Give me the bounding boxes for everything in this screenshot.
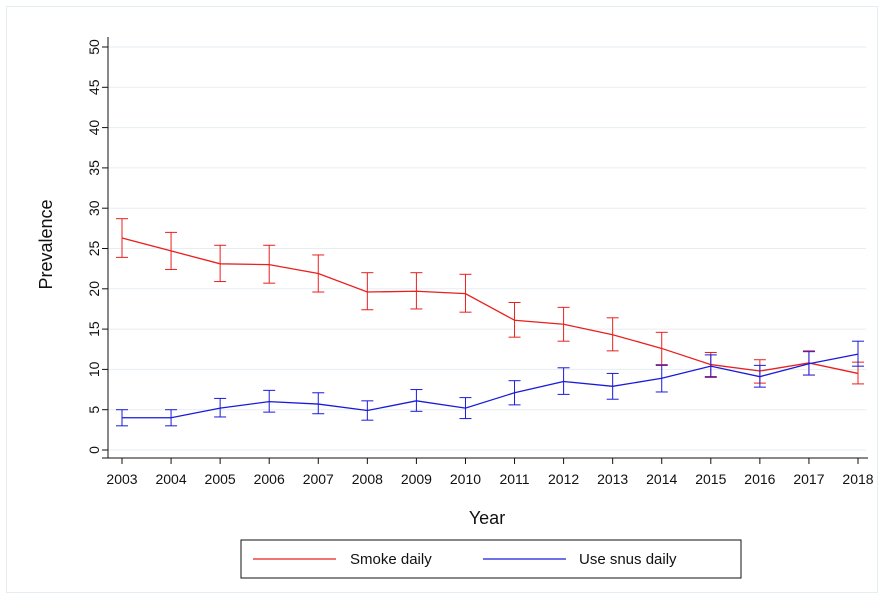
x-tick-label: 2003 — [106, 471, 137, 487]
x-tick-label: 2004 — [155, 471, 186, 487]
y-axis-title: Prevalence — [36, 199, 56, 289]
x-tick-label: 2006 — [254, 471, 285, 487]
grid-lines — [108, 46, 866, 451]
series-line — [121, 237, 859, 375]
series-line — [122, 353, 859, 419]
x-tick-label: 2015 — [695, 471, 726, 487]
y-tick-label: 10 — [86, 361, 102, 377]
x-tick-label: 2005 — [205, 471, 236, 487]
y-tick-label: 5 — [86, 406, 102, 414]
x-tick-label: 2010 — [450, 471, 481, 487]
x-tick-label: 2016 — [744, 471, 775, 487]
x-tick-label: 2013 — [597, 471, 628, 487]
x-tick-label: 2018 — [842, 471, 873, 487]
x-tick-label: 2008 — [352, 471, 383, 487]
x-tick-label: 2017 — [793, 471, 824, 487]
y-tick-label: 40 — [86, 120, 102, 136]
x-tick-label: 2009 — [401, 471, 432, 487]
x-tick-label: 2007 — [303, 471, 334, 487]
x-axis-title: Year — [469, 508, 505, 528]
y-tick-label: 0 — [86, 446, 102, 454]
legend: Smoke daily Use snus daily — [240, 539, 742, 579]
y-tick-label: 25 — [86, 241, 102, 257]
x-tick-label: 2012 — [548, 471, 579, 487]
series-group — [116, 218, 864, 427]
y-tick-label: 20 — [86, 281, 102, 297]
y-tick-labels: 0 5 10 15 20 25 30 35 40 45 50 — [86, 39, 102, 454]
y-tick-label: 30 — [86, 200, 102, 216]
legend-label: Smoke daily — [350, 551, 432, 568]
x-tick-label: 2011 — [499, 471, 529, 487]
series-1 — [116, 340, 864, 427]
x-tick-label: 2014 — [646, 471, 677, 487]
y-tick-label: 50 — [86, 39, 102, 55]
y-tick-label: 35 — [86, 160, 102, 176]
y-tick-label: 45 — [86, 79, 102, 95]
axes — [102, 37, 868, 464]
chart-frame — [6, 6, 878, 593]
legend-label: Use snus daily — [579, 551, 677, 568]
series-0 — [116, 218, 864, 385]
x-tick-labels: 2003 2004 2005 2006 2007 2008 2009 2010 2011 2012… — [106, 471, 873, 487]
y-tick-label: 15 — [86, 321, 102, 337]
